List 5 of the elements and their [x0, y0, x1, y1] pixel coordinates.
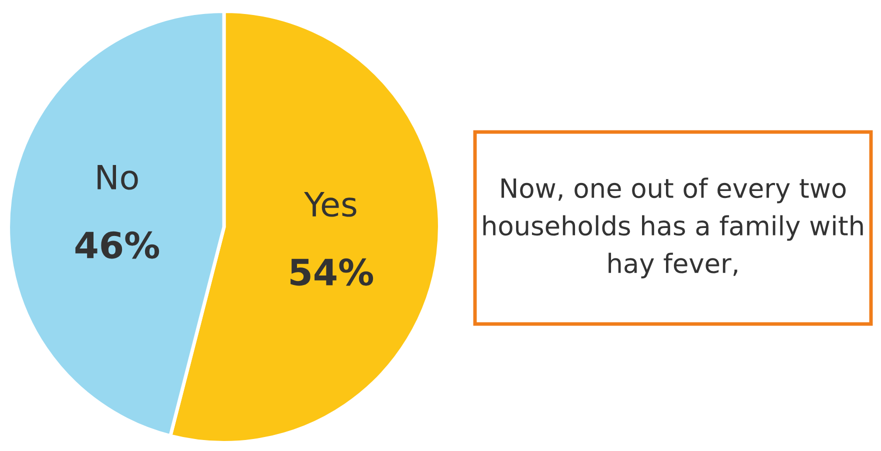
data-label: 54%: [290, 258, 374, 286]
slice-label: Yes: [304, 192, 356, 217]
data-label: 46%: [75, 231, 160, 259]
text: Now, one out of every two households has a family with hay fever,: [483, 178, 863, 278]
slice-label: No: [98, 164, 138, 190]
